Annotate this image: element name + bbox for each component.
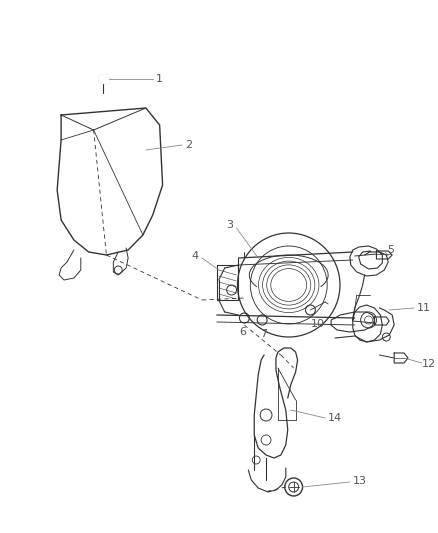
Polygon shape	[99, 75, 108, 83]
Text: 10: 10	[311, 319, 325, 329]
Text: 12: 12	[422, 359, 436, 369]
Text: 5: 5	[387, 245, 394, 255]
Text: 2: 2	[185, 140, 192, 150]
Text: 4: 4	[192, 251, 199, 261]
Text: 6: 6	[239, 327, 246, 337]
Text: 3: 3	[226, 220, 233, 230]
Text: 11: 11	[417, 303, 431, 313]
Text: 1: 1	[155, 74, 162, 84]
Text: 7: 7	[261, 329, 268, 339]
Text: 13: 13	[353, 476, 367, 486]
Text: 14: 14	[328, 413, 342, 423]
